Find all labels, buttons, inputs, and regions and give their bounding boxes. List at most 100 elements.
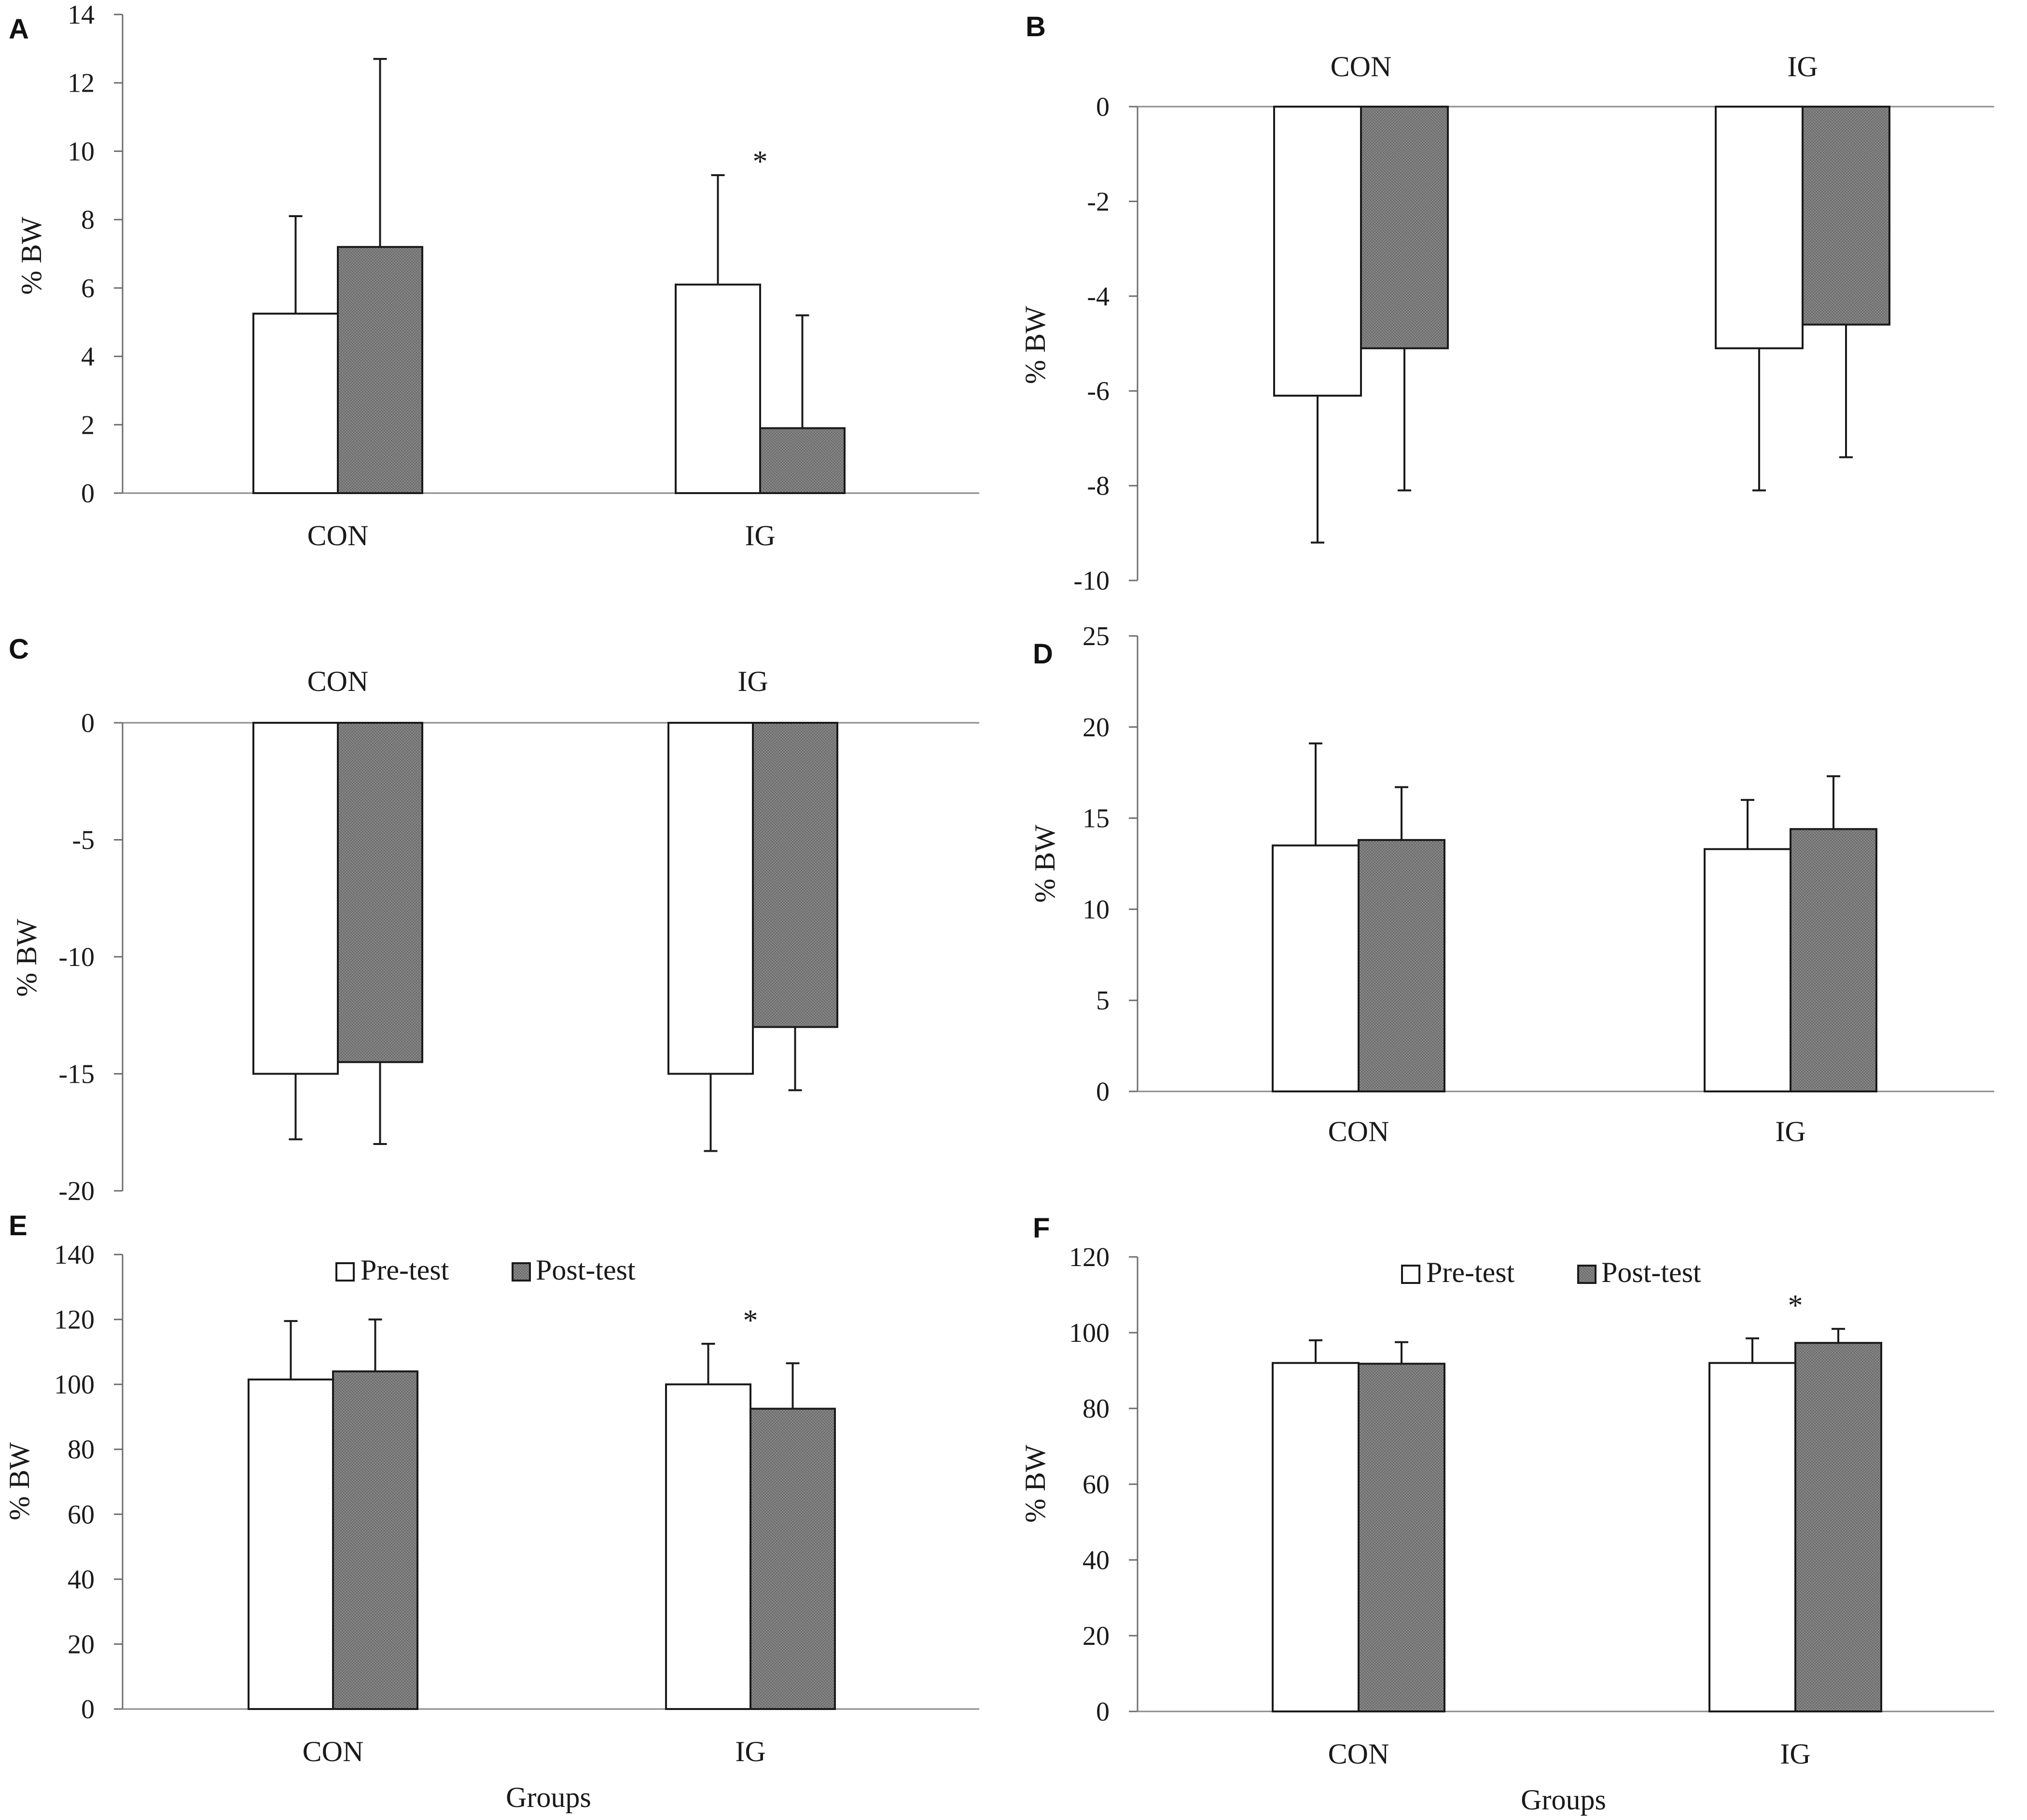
bar-post-test [337, 722, 423, 1063]
y-tick-label: 100 [1069, 1318, 1110, 1348]
category-label: IG [737, 665, 768, 697]
panel-letter: C [9, 634, 29, 665]
y-tick-label: 0 [81, 708, 95, 738]
y-tick-label: 60 [1083, 1470, 1110, 1500]
category-label: IG [1787, 51, 1818, 83]
chart-panel-d: D 0 5 10 15 20 25 % BW CON IG [1029, 621, 1994, 1147]
y-tick-label: 80 [1083, 1394, 1110, 1424]
bar-post-test [337, 246, 423, 494]
category-label: CON [307, 665, 369, 697]
panel-letter: D [1033, 638, 1053, 670]
legend-label-post-test: Post-test [1601, 1256, 1701, 1288]
bar-post-test [1358, 839, 1445, 1092]
y-tick-label: 10 [1083, 895, 1110, 924]
y-axis-label: % BW [15, 217, 47, 295]
y-tick-label: -5 [72, 826, 95, 855]
significance-star: * [743, 1304, 758, 1337]
bar-pre-test [1704, 848, 1791, 1092]
y-tick-label: 0 [81, 1695, 95, 1724]
y-tick-label: 4 [81, 342, 95, 372]
y-tick-label: 120 [1069, 1242, 1110, 1272]
bar-pre-test [252, 313, 339, 494]
y-tick-label: 10 [68, 137, 95, 166]
y-tick-label: 20 [1083, 713, 1110, 743]
y-axis-label: % BW [1029, 825, 1061, 903]
chart-panel-e: E 0 20 40 60 80 100 120 140 % BW CON IG * Groups Pre-t… [3, 1210, 979, 1813]
bar-post-test [752, 722, 838, 1028]
category-label: IG [735, 1736, 765, 1767]
y-tick-label: 0 [81, 479, 95, 509]
y-tick-label: 14 [68, 0, 95, 30]
y-tick-label: 2 [81, 410, 95, 440]
panel-letter: F [1033, 1213, 1050, 1244]
legend-swatch-pre-test [1401, 1265, 1420, 1284]
y-tick-label: 140 [54, 1240, 95, 1270]
panel-letter: B [1026, 11, 1046, 42]
bar-pre-test [667, 722, 754, 1075]
y-tick-label: 20 [68, 1629, 95, 1659]
bar-pre-test [1273, 106, 1362, 397]
category-label: CON [1328, 1116, 1389, 1147]
bar-pre-test [248, 1379, 334, 1710]
bar-pre-test [252, 722, 339, 1075]
panel-letter: E [9, 1210, 28, 1241]
category-label: IG [745, 520, 775, 552]
x-axis-label: Groups [506, 1781, 591, 1813]
y-tick-label: 80 [68, 1435, 95, 1465]
y-tick-label: 25 [1083, 621, 1110, 651]
bar-post-test [750, 1407, 836, 1710]
y-tick-label: 60 [68, 1500, 95, 1530]
bar-pre-test [675, 283, 761, 494]
bar-pre-test [665, 1383, 751, 1710]
category-label: CON [1328, 1738, 1389, 1770]
y-axis-label: % BW [1019, 306, 1051, 384]
chart-panel-a: A 0 2 4 6 8 10 12 14 % BW CON IG * [9, 0, 979, 552]
y-tick-label: -10 [1073, 566, 1110, 596]
y-tick-label: 15 [1083, 804, 1110, 834]
legend-swatch-post-test [512, 1262, 531, 1282]
y-tick-label: -10 [58, 942, 95, 972]
bar-pre-test [1708, 1362, 1796, 1713]
y-tick-label: 100 [54, 1370, 95, 1400]
category-label: CON [307, 520, 369, 552]
legend-label-pre-test: Pre-test [361, 1254, 449, 1286]
y-tick-label: -15 [58, 1060, 95, 1089]
legend-swatch-post-test [1577, 1265, 1597, 1284]
bar-pre-test [1715, 106, 1804, 349]
bar-post-test [1790, 828, 1877, 1092]
y-tick-label: 0 [1096, 1697, 1110, 1727]
y-tick-label: 20 [1083, 1621, 1110, 1651]
legend-label-post-test: Post-test [536, 1254, 636, 1286]
bar-post-test [1358, 1363, 1445, 1713]
x-axis-label: Groups [1521, 1784, 1606, 1816]
significance-star: * [1788, 1289, 1803, 1322]
y-tick-label: -2 [1087, 187, 1110, 217]
y-tick-label: 5 [1096, 986, 1110, 1016]
bar-post-test [759, 427, 846, 494]
legend-label-pre-test: Pre-test [1426, 1256, 1515, 1288]
chart-panel-c: C 0 -5 -10 -15 -20 % BW CON IG [9, 634, 979, 1206]
y-tick-label: 0 [1096, 1077, 1110, 1107]
y-tick-label: -8 [1087, 471, 1110, 501]
y-tick-label: 6 [81, 274, 95, 303]
y-tick-label: 120 [54, 1305, 95, 1335]
bar-post-test [332, 1370, 418, 1710]
chart-panel-f: F 0 20 40 60 80 100 120 % BW CON IG * Groups Pre-test… [1019, 1213, 1994, 1816]
y-tick-label: 40 [68, 1565, 95, 1595]
category-label: IG [1775, 1116, 1805, 1147]
bar-post-test [1794, 1342, 1882, 1713]
bar-pre-test [1272, 1362, 1360, 1713]
bar-pre-test [1272, 844, 1360, 1092]
chart-panel-b: B 0 -2 -4 -6 -8 -10 % BW CON IG [1019, 11, 1994, 596]
category-label: CON [1331, 51, 1392, 83]
bar-post-test [1360, 106, 1449, 349]
y-tick-label: -20 [58, 1176, 95, 1206]
legend-swatch-pre-test [335, 1262, 355, 1282]
panel-letter: A [9, 14, 29, 45]
y-axis-label: % BW [3, 1442, 35, 1520]
category-label: CON [303, 1736, 364, 1767]
y-tick-label: 12 [68, 69, 95, 98]
y-tick-label: -6 [1087, 376, 1110, 406]
y-tick-label: 40 [1083, 1545, 1110, 1575]
